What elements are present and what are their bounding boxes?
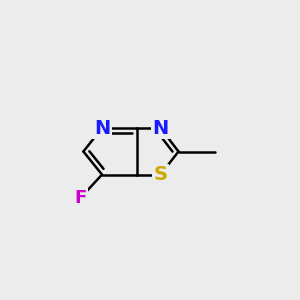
Text: F: F [74, 189, 86, 207]
Text: N: N [94, 118, 110, 138]
Text: N: N [152, 118, 169, 138]
Text: S: S [154, 165, 167, 184]
